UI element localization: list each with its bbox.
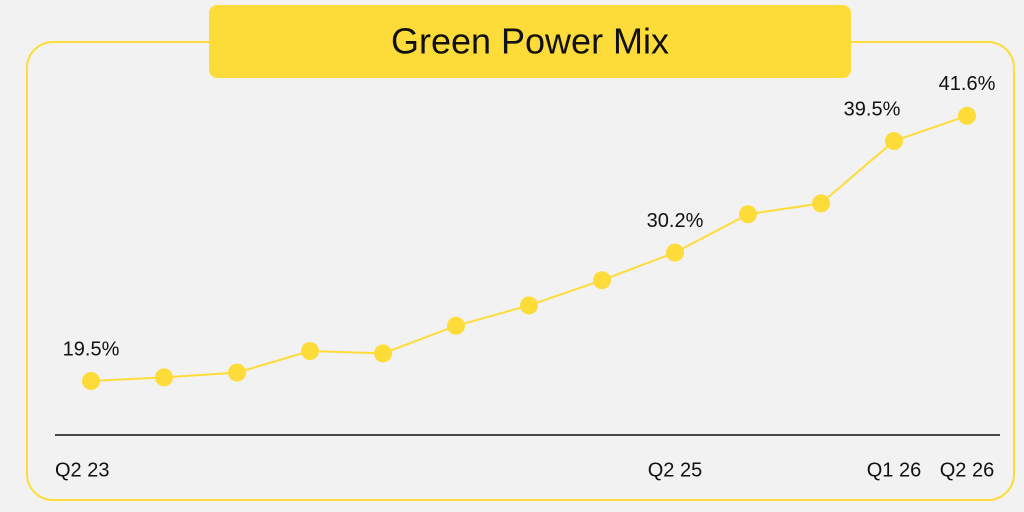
marker	[447, 316, 465, 335]
x-tick-label: Q2 25	[648, 459, 702, 481]
value-label: 30.2%	[647, 210, 704, 232]
marker	[155, 368, 173, 387]
value-label: 39.5%	[844, 98, 901, 120]
marker	[666, 243, 684, 262]
marker	[885, 132, 903, 150]
marker	[301, 342, 319, 360]
marker	[520, 296, 538, 315]
marker	[958, 106, 976, 125]
marker	[593, 271, 611, 290]
x-tick-label: Q2 26	[940, 459, 994, 481]
marker	[739, 205, 757, 224]
x-tick-label: Q1 26	[867, 459, 921, 481]
marker	[228, 363, 246, 382]
value-label: 19.5%	[63, 338, 120, 360]
marker	[812, 194, 830, 213]
marker	[82, 372, 100, 390]
marker	[374, 344, 392, 363]
x-tick-label: Q2 23	[55, 459, 109, 481]
title-box	[209, 5, 851, 78]
value-label: 41.6%	[939, 73, 996, 95]
chart-title: Green Power Mix	[391, 21, 669, 62]
